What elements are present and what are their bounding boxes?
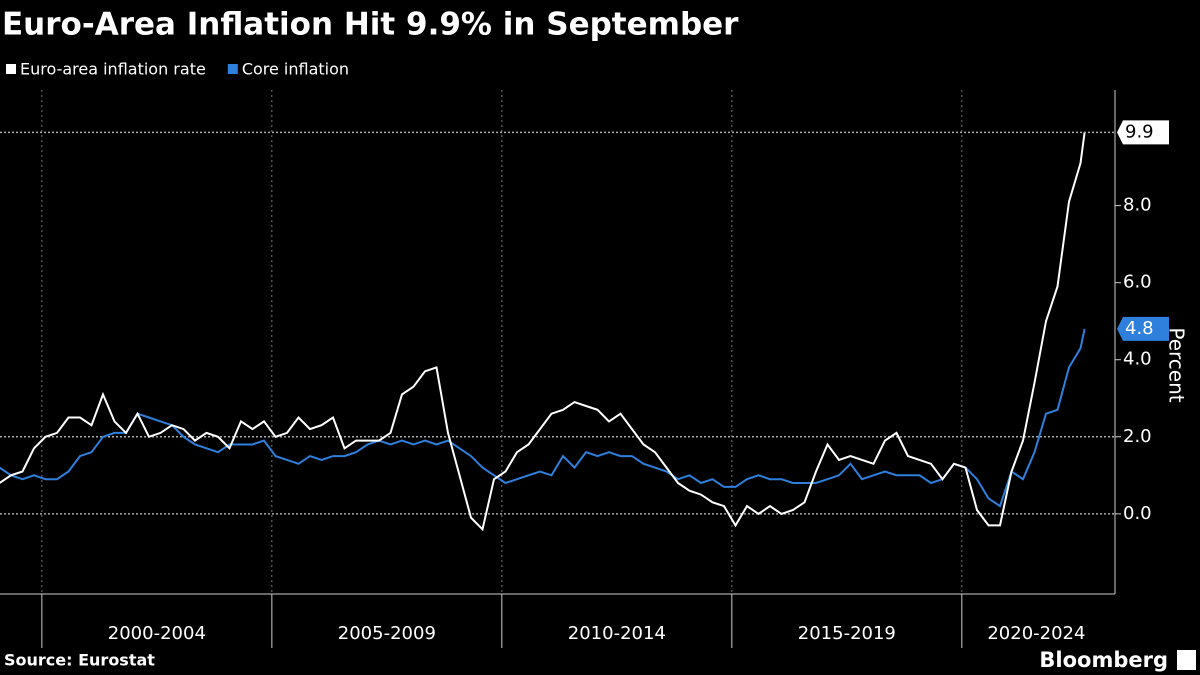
y-tick-label: 0.0 xyxy=(1123,503,1152,524)
source: Source: Eurostat xyxy=(4,651,155,670)
last-value-badge xyxy=(1117,120,1169,145)
y-tick-label: 4.0 xyxy=(1123,349,1152,370)
brand: Bloomberg xyxy=(1039,648,1168,672)
legend-swatch xyxy=(6,64,16,74)
y-tick-label: 6.0 xyxy=(1123,272,1152,293)
period-label: 2015-2019 xyxy=(798,623,896,644)
brand-icon xyxy=(1177,650,1196,670)
period-label: 2000-2004 xyxy=(108,623,206,644)
legend-swatch xyxy=(227,64,238,74)
last-value-label: 9.9 xyxy=(1125,121,1154,142)
legend-label: Core inflation xyxy=(242,60,349,79)
last-value-label: 4.8 xyxy=(1125,318,1154,339)
legend-label: Euro-area inflation rate xyxy=(20,60,206,79)
y-tick-label: 8.0 xyxy=(1123,195,1152,216)
period-label: 2010-2014 xyxy=(568,623,666,644)
period-label: 2020-2024 xyxy=(987,623,1085,644)
series-line xyxy=(0,328,1086,508)
y-tick-label: 2.0 xyxy=(1123,426,1152,447)
last-value-badge xyxy=(1117,316,1169,341)
series-line xyxy=(0,132,1086,532)
period-label: 2005-2009 xyxy=(338,623,436,644)
chart-title: Euro-Area Inflation Hit 9.9% in Septembe… xyxy=(2,7,739,43)
